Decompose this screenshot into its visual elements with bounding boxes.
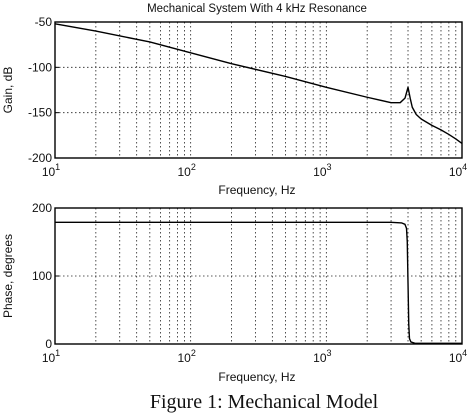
phase-x-ticks: 101 102 103 104	[42, 348, 467, 365]
phase-y-tick-label: 0	[45, 337, 52, 351]
gain-x-tick-label: 103	[313, 162, 331, 179]
gain-x-ticks: 101 102 103 104	[42, 162, 467, 179]
gain-plot-frame	[54, 21, 463, 159]
gain-y-ticks: -50 -100 -150 -200	[28, 15, 59, 165]
figure-caption: Figure 1: Mechanical Model	[150, 391, 379, 413]
gain-x-tick-label: 101	[42, 162, 60, 179]
phase-y-tick-label: 200	[32, 201, 52, 215]
gain-plot-title: Mechanical System With 4 kHz Resonance	[147, 3, 367, 15]
phase-x-tick-label: 103	[313, 348, 331, 365]
phase-x-tick-label: 101	[42, 348, 60, 365]
gain-y-axis-label: Gain, dB	[1, 67, 15, 114]
phase-curve-group	[55, 221, 462, 345]
phase-y-tick-label: 100	[32, 269, 52, 283]
phase-x-axis-label: Frequency, Hz	[218, 370, 295, 384]
gain-y-tick-label: -50	[35, 15, 53, 29]
gain-plot: Mechanical System With 4 kHz Resonance -…	[1, 3, 467, 197]
gain-y-tick-label: -100	[28, 60, 52, 74]
phase-plot: 0 100 200 101 102 103 104 Frequency, Hz Phase…	[1, 201, 467, 384]
phase-x-tick-label: 102	[177, 348, 195, 365]
gain-x-tick-label: 102	[177, 162, 195, 179]
phase-y-axis-label: Phase, degrees	[1, 234, 15, 318]
phase-curve	[55, 221, 462, 345]
gain-x-axis-label: Frequency, Hz	[218, 183, 295, 197]
phase-x-tick-label: 104	[449, 348, 467, 365]
gain-y-tick-label: -200	[28, 151, 52, 165]
gain-x-tick-label: 104	[449, 162, 467, 179]
gain-y-tick-label: -150	[28, 106, 52, 120]
gain-grid	[55, 22, 462, 158]
gain-curve	[54, 23, 463, 145]
phase-grid	[55, 208, 462, 344]
gain-curve-group	[54, 23, 463, 145]
phase-y-ticks: 0 100 200	[32, 201, 59, 351]
